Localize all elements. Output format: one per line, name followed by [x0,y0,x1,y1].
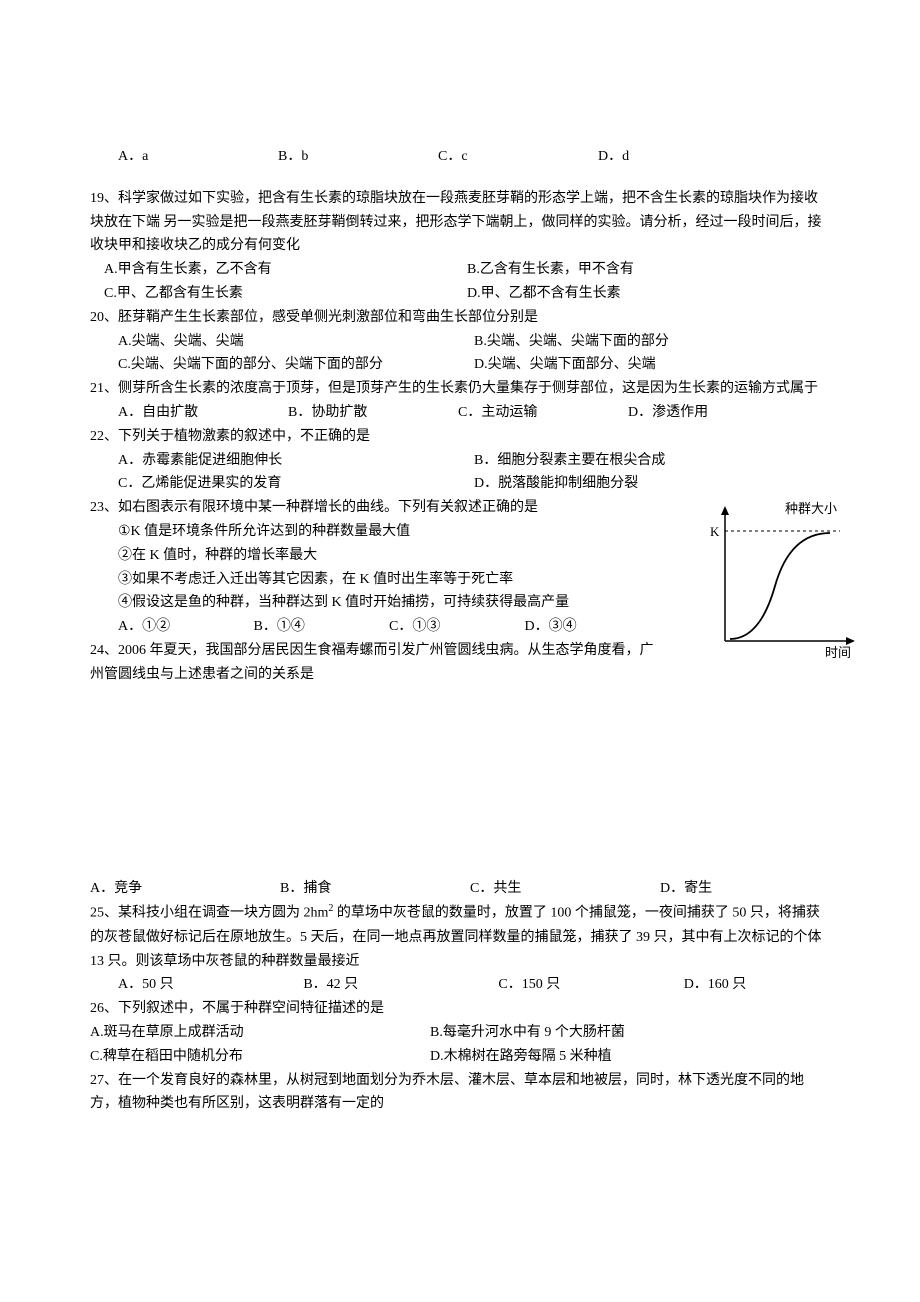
q26-row1: A.斑马在草原上成群活动 B.每毫升河水中有 9 个大肠杆菌 [90,1021,830,1045]
q25-opt-d: D．160 只 [684,973,830,997]
q24-opt-b: B．捕食 [280,877,470,901]
q25-stem-1: 25、某科技小组在调查一块方圆为 2hm [90,906,328,921]
q19-stem: 19、科学家做过如下实验，把含有生长素的琼脂块放在一段燕麦胚芽鞘的形态学上端，把… [90,187,830,258]
q19-opt-d: D.甲、乙都不含有生长素 [467,282,830,306]
q23-block: 23、如右图表示有限环境中某一种群增长的曲线。下列有关叙述正确的是 ①K 值是环… [90,496,830,639]
k-label: K [710,524,720,539]
q24-options: A．竞争 B．捕食 C．共生 D．寄生 [90,877,830,901]
q23-chart: K 种群大小 时间 [700,501,870,661]
q26-opt-d: D.木棉树在路旁每隔 5 米种植 [430,1045,830,1069]
y-arrow-icon [721,506,729,515]
q26-opt-a: A.斑马在草原上成群活动 [90,1021,430,1045]
q18-opt-d: D．d [598,145,758,169]
q21-stem: 21、侧芽所含生长素的浓度高于顶芽，但是顶芽产生的生长素仍大量集存于侧芽部位，这… [90,377,830,401]
y-label: 种群大小 [785,501,837,516]
q24-opt-c: C．共生 [470,877,660,901]
q24-opt-d: D．寄生 [660,877,830,901]
q22-opt-b: B．细胞分裂素主要在根尖合成 [474,449,830,473]
q23-stem: 23、如右图表示有限环境中某一种群增长的曲线。下列有关叙述正确的是 [90,496,660,520]
q21-options: A．自由扩散 B．协助扩散 C．主动运输 D．渗透作用 [90,401,830,425]
q23-s2: ②在 K 值时，种群的增长率最大 [90,544,660,568]
q20-opt-b: B.尖端、尖端、尖端下面的部分 [474,330,830,354]
q21-opt-c: C．主动运输 [458,401,628,425]
q23-options: A．①② B．①④ C．①③ D．③④ [90,615,660,639]
q22-opt-a: A．赤霉素能促进细胞伸长 [118,449,474,473]
q19-opt-c: C.甲、乙都含有生长素 [104,282,467,306]
q22-opt-d: D．脱落酸能抑制细胞分裂 [474,472,830,496]
q20-row1: A.尖端、尖端、尖端 B.尖端、尖端、尖端下面的部分 [90,330,830,354]
q19-opt-a: A.甲含有生长素，乙不含有 [104,258,467,282]
q19-row2: C.甲、乙都含有生长素 D.甲、乙都不含有生长素 [90,282,830,306]
q20-opt-d: D.尖端、尖端下面部分、尖端 [474,353,830,377]
q19-row1: A.甲含有生长素，乙不含有 B.乙含有生长素，甲不含有 [90,258,830,282]
q22-row2: C．乙烯能促进果实的发育 D．脱落酸能抑制细胞分裂 [90,472,830,496]
q23-s4: ④假设这是鱼的种群，当种群达到 K 值时开始捕捞，可持续获得最高产量 [90,591,660,615]
q21-opt-a: A．自由扩散 [118,401,288,425]
q23-opt-c: C．①③ [389,615,525,639]
q22-opt-c: C．乙烯能促进果实的发育 [118,472,474,496]
q23-opt-d: D．③④ [525,615,661,639]
q26-opt-b: B.每毫升河水中有 9 个大肠杆菌 [430,1021,830,1045]
q26-opt-c: C.稗草在稻田中随机分布 [90,1045,430,1069]
q22-row1: A．赤霉素能促进细胞伸长 B．细胞分裂素主要在根尖合成 [90,449,830,473]
q22-stem: 22、下列关于植物激素的叙述中，不正确的是 [90,425,830,449]
q25-opt-c: C．150 只 [498,973,683,997]
q21-opt-d: D．渗透作用 [628,401,798,425]
q25-stem: 25、某科技小组在调查一块方圆为 2hm2 的草场中灰苍鼠的数量时，放置了 10… [90,900,830,973]
q23-opt-a: A．①② [118,615,254,639]
q25-opt-a: A．50 只 [118,973,303,997]
x-label: 时间 [825,645,851,660]
q20-opt-c: C.尖端、尖端下面的部分、尖端下面的部分 [118,353,474,377]
q20-opt-a: A.尖端、尖端、尖端 [118,330,474,354]
q26-row2: C.稗草在稻田中随机分布 D.木棉树在路旁每隔 5 米种植 [90,1045,830,1069]
q18-opt-a: A．a [118,145,278,169]
q18-opt-c: C．c [438,145,598,169]
page-2: A．竞争 B．捕食 C．共生 D．寄生 25、某科技小组在调查一块方圆为 2hm… [0,747,920,1177]
x-arrow-icon [846,637,855,645]
logistic-curve-icon: K 种群大小 时间 [700,501,870,661]
q20-row2: C.尖端、尖端下面的部分、尖端下面的部分 D.尖端、尖端下面部分、尖端 [90,353,830,377]
q18-options: A．a B．b C．c D．d [90,145,830,169]
q21-opt-b: B．协助扩散 [288,401,458,425]
q23-opt-b: B．①④ [254,615,390,639]
s-curve [730,533,830,639]
q19-opt-b: B.乙含有生长素，甲不含有 [467,258,830,282]
q25-options: A．50 只 B．42 只 C．150 只 D．160 只 [90,973,830,997]
q26-stem: 26、下列叙述中，不属于种群空间特征描述的是 [90,997,830,1021]
page-1: A．a B．b C．c D．d 19、科学家做过如下实验，把含有生长素的琼脂块放… [0,0,920,747]
q23-s3: ③如果不考虑迁入迁出等其它因素，在 K 值时出生率等于死亡率 [90,568,660,592]
q23-s1: ①K 值是环境条件所允许达到的种群数量最大值 [90,520,660,544]
q25-opt-b: B．42 只 [303,973,498,997]
q18-opt-b: B．b [278,145,438,169]
q24-opt-a: A．竞争 [90,877,280,901]
q20-stem: 20、胚芽鞘产生生长素部位，感受单侧光刺激部位和弯曲生长部位分别是 [90,306,830,330]
q27-stem: 27、在一个发育良好的森林里，从树冠到地面划分为乔木层、灌木层、草本层和地被层，… [90,1069,830,1117]
